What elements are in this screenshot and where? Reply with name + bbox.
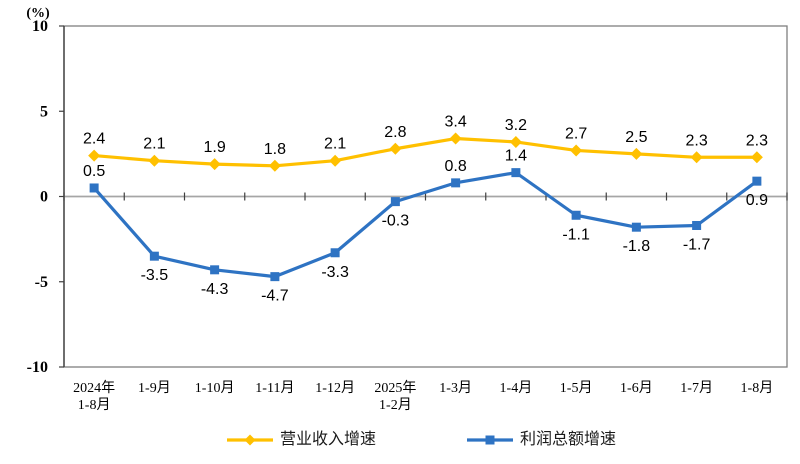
x-tick-label: 1-9月: [138, 380, 171, 396]
square-marker-icon: [330, 248, 340, 258]
data-label: 1.4: [505, 148, 527, 165]
square-marker-icon: [571, 210, 581, 220]
data-label: -0.3: [382, 213, 410, 230]
x-tick-label: 2025年 1-2月: [374, 380, 416, 413]
x-tick-label: 2024年 1-8月: [73, 380, 115, 413]
y-tick-label: 0: [40, 189, 48, 206]
square-marker-icon: [390, 197, 400, 207]
legend-item-revenue-growth: 营业收入增速: [227, 428, 376, 452]
data-label: 0.5: [83, 163, 105, 180]
diamond-marker-icon: [329, 154, 342, 167]
diamond-marker-icon: [268, 159, 281, 172]
y-tick-label: 10: [32, 18, 48, 35]
diamond-marker-icon: [509, 135, 522, 148]
y-tick-label: -5: [35, 274, 48, 291]
data-label: -1.1: [562, 226, 590, 243]
data-label: 2.4: [83, 131, 105, 148]
data-label: 2.3: [746, 132, 768, 149]
data-label: 1.9: [204, 139, 226, 156]
y-axis-unit-label: (%): [26, 6, 50, 21]
square-marker-icon: [210, 265, 220, 275]
x-tick-label: 1-6月: [620, 380, 653, 396]
legend-item-profit-growth: 利润总额增速: [467, 428, 616, 452]
data-label: 0.8: [445, 158, 467, 175]
x-tick-label: 1-7月: [680, 380, 713, 396]
data-label: -4.7: [261, 288, 289, 305]
diamond-marker-icon: [88, 149, 101, 162]
data-label: -3.3: [321, 264, 349, 281]
x-tick-label: 1-11月: [255, 380, 294, 396]
x-tick-label: 1-12月: [315, 380, 355, 396]
square-marker-icon: [631, 222, 641, 232]
data-label: 0.9: [746, 192, 768, 209]
series-line: [92, 171, 759, 279]
legend-diamond-marker-icon: [244, 434, 256, 446]
data-label: 1.8: [264, 141, 286, 158]
data-label: 2.5: [625, 129, 647, 146]
diamond-marker-icon: [449, 132, 462, 145]
series-profit: 0.5 -3.5 -4.3 -4.7 -3.3 -0.3 0.8 1.4 -1.1 -1.8 -1.…: [83, 148, 768, 305]
square-marker-icon: [511, 168, 521, 178]
data-label: -1.7: [683, 236, 711, 253]
data-label: -1.8: [623, 238, 651, 255]
diamond-marker-icon: [690, 151, 703, 164]
data-label: 3.4: [445, 114, 467, 131]
x-tick-label: 1-3月: [439, 380, 472, 396]
data-label: 2.1: [143, 136, 165, 153]
diamond-marker-icon: [750, 151, 763, 164]
diamond-marker-icon: [148, 154, 161, 167]
legend-label-revenue-growth: 营业收入增速: [280, 431, 377, 448]
chart-legend: 营业收入增速 利润总额增速: [0, 428, 800, 458]
diamond-marker-icon: [389, 142, 402, 155]
revenue-series-swatch-icon: [227, 434, 273, 446]
x-tick-label: 1-8月: [741, 380, 774, 396]
data-label: -4.3: [201, 281, 229, 298]
square-marker-icon: [692, 220, 702, 230]
legend-label-profit-growth: 利润总额增速: [520, 431, 617, 448]
profit-series-swatch-icon: [467, 435, 513, 445]
diamond-marker-icon: [630, 147, 643, 160]
data-label: 2.7: [565, 125, 587, 142]
y-tick-label: 5: [40, 103, 48, 120]
x-tick-label: 1-4月: [500, 380, 533, 396]
x-tick-label: 1-10月: [195, 380, 235, 396]
data-label: 2.1: [324, 136, 346, 153]
square-marker-icon: [451, 178, 461, 188]
series-line: [92, 136, 759, 168]
data-label: 3.2: [505, 117, 527, 134]
x-tick-label: 1-5月: [560, 380, 593, 396]
diamond-marker-icon: [570, 144, 583, 157]
data-label: 2.3: [686, 132, 708, 149]
square-marker-icon: [89, 183, 99, 193]
y-tick-label: -10: [27, 359, 48, 376]
square-marker-icon: [149, 251, 159, 261]
diamond-marker-icon: [208, 158, 221, 171]
data-label: 2.8: [384, 124, 406, 141]
square-marker-icon: [270, 272, 280, 282]
square-marker-icon: [752, 176, 762, 186]
series-revenue: 2.4 2.1 1.9 1.8 2.1 2.8 3.4 3.2 2.7 2.5 2.3 2.3: [83, 114, 768, 172]
legend-square-marker-icon: [485, 435, 495, 445]
data-label: -3.5: [141, 267, 169, 284]
